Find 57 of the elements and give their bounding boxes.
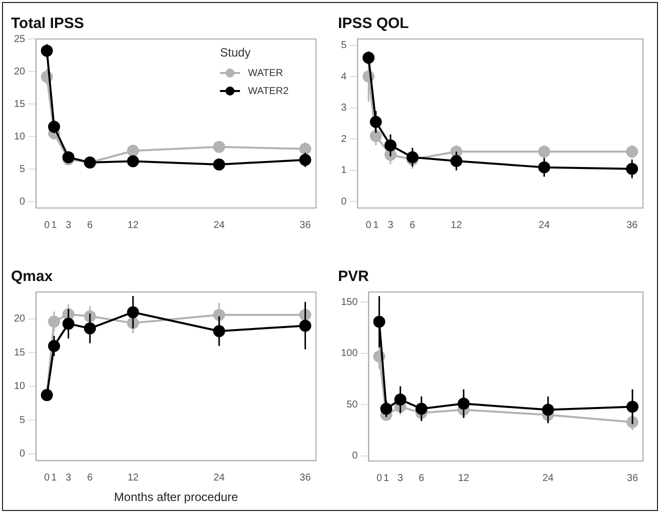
x-tick-label: 1 [373,220,380,231]
legend-label: WATER [248,68,283,79]
y-tick-label: 20 [14,314,26,325]
legend-title: Study [220,45,251,60]
y-tick-label: 0 [20,196,26,208]
x-tick-label: 24 [538,220,550,231]
x-tick-label: 24 [214,472,226,484]
chart-title: IPSS QOL [338,15,409,32]
y-tick-label: 0 [352,450,358,462]
x-tick-label: 0 [376,472,382,484]
y-tick-label: 5 [341,40,347,52]
x-tick-label: 12 [127,472,140,484]
x-tick-label: 1 [51,220,58,231]
x-tick-label: 12 [458,472,470,484]
x-tick-label: 6 [410,220,416,231]
x-axis-title: Months after procedure [114,490,238,504]
x-tick-label: 3 [398,472,404,484]
y-tick-label: 100 [340,348,358,360]
y-tick-label: 10 [14,381,26,392]
y-tick-label: 10 [14,131,26,142]
y-tick-label: 50 [346,399,358,410]
y-tick-label: 5 [20,414,26,426]
chart-title: PVR [338,268,370,286]
y-tick-label: 25 [14,34,26,45]
x-tick-label: 6 [87,472,94,484]
chart-title: Qmax [11,268,54,286]
x-tick-label: 3 [66,472,72,484]
legend-label: WATER2 [248,86,289,97]
x-tick-label: 3 [388,220,394,231]
x-tick-label: 1 [383,472,390,484]
x-tick-label: 0 [44,220,50,231]
x-tick-label: 12 [450,220,462,231]
y-tick-label: 1 [341,165,347,176]
x-tick-label: 36 [626,472,638,484]
x-tick-label: 36 [300,220,312,231]
x-tick-label: 0 [366,220,372,231]
y-tick-label: 20 [14,66,26,78]
x-tick-label: 0 [44,472,50,484]
y-tick-label: 0 [20,448,26,460]
y-tick-label: 4 [341,71,347,82]
y-tick-label: 3 [341,102,347,114]
y-tick-label: 0 [341,196,347,208]
x-tick-label: 1 [51,472,58,484]
x-tick-label: 6 [418,472,425,484]
x-tick-label: 12 [127,220,140,231]
x-tick-label: 6 [87,220,94,231]
y-tick-label: 5 [20,164,26,175]
x-tick-label: 24 [214,220,226,231]
y-tick-label: 150 [340,296,358,308]
y-tick-label: 2 [341,134,347,145]
x-tick-label: 3 [66,220,72,231]
y-tick-label: 15 [14,347,26,358]
x-tick-label: 36 [626,220,638,231]
y-tick-label: 15 [14,98,26,110]
x-tick-label: 24 [542,472,554,484]
chart-title: Total IPSS [11,15,84,32]
x-tick-label: 36 [300,472,312,484]
